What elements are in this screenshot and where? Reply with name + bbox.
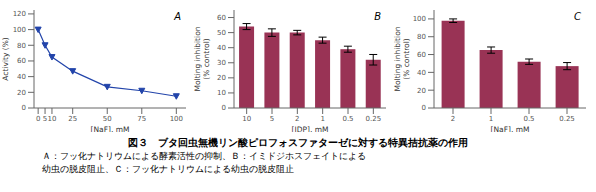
svg-text:10: 10 [242, 115, 251, 123]
svg-text:100: 100 [413, 15, 426, 23]
svg-text:80: 80 [17, 42, 26, 50]
svg-text:Activity (%): Activity (%) [8, 37, 10, 80]
svg-text:75: 75 [137, 115, 146, 123]
svg-text:120: 120 [13, 10, 26, 18]
svg-text:Molting inhibition(% control): Molting inhibition(% control) [393, 26, 411, 91]
svg-text:0.25: 0.25 [366, 115, 382, 123]
svg-text:60: 60 [417, 51, 426, 59]
svg-text:0.5: 0.5 [523, 115, 534, 123]
svg-text:0.25: 0.25 [559, 115, 575, 123]
svg-text:[IDP], mM: [IDP], mM [292, 125, 329, 132]
svg-text:0: 0 [222, 104, 226, 112]
svg-text:[NaF], mM: [NaF], mM [91, 125, 130, 132]
svg-text:20: 20 [217, 74, 226, 82]
svg-text:0: 0 [22, 104, 26, 112]
svg-text:50: 50 [103, 115, 112, 123]
svg-text:[NaF], mM: [NaF], mM [491, 125, 530, 132]
svg-text:1: 1 [489, 115, 493, 123]
html-text:Ａ：フッ化ナトリウムによる酵素活性の抑制、Ｂ：イミドジホスフ: Ａ：フッ化ナトリウムによる酵素活性の抑制、Ｂ：イミドジホスフェイトによる [42, 151, 366, 161]
svg-text:20: 20 [17, 89, 26, 97]
html-text:A: A [174, 11, 181, 22]
svg-text:80: 80 [417, 33, 426, 41]
svg-text:60: 60 [17, 57, 26, 65]
svg-text:25: 25 [68, 115, 77, 123]
svg-text:5: 5 [270, 115, 274, 123]
svg-text:0: 0 [36, 115, 40, 123]
svg-text:5: 5 [42, 115, 48, 123]
svg-text:2: 2 [295, 115, 299, 123]
svg-text:10: 10 [48, 115, 57, 123]
svg-text:40: 40 [417, 69, 426, 77]
svg-text:100: 100 [13, 26, 26, 34]
svg-text:40: 40 [17, 73, 26, 81]
svg-text:2: 2 [451, 115, 455, 123]
svg-text:1: 1 [320, 115, 324, 123]
svg-text:20: 20 [417, 87, 426, 95]
svg-text:0.5: 0.5 [342, 115, 353, 123]
svg-text:50: 50 [217, 29, 226, 37]
html-text:B: B [374, 11, 381, 22]
html-text:幼虫の脱皮阻止、Ｃ：フッ化ナトリウムによる幼虫の脱皮阻止: 幼虫の脱皮阻止、Ｃ：フッ化ナトリウムによる幼虫の脱皮阻止 [42, 164, 294, 174]
html-text:C: C [574, 11, 581, 22]
svg-text:10: 10 [217, 89, 226, 97]
svg-text:100: 100 [170, 115, 183, 123]
svg-text:40: 40 [217, 44, 226, 52]
svg-text:30: 30 [217, 59, 226, 67]
html-text:図３ ブタ回虫無機リン酸ピロフォスファターゼに対する特異拮抗: 図３ ブタ回虫無機リン酸ピロフォスファターゼに対する特異拮抗薬の作用 [128, 137, 468, 148]
svg-text:Molting inhibition(% control): Molting inhibition(% control) [193, 26, 211, 91]
svg-text:0: 0 [422, 104, 426, 112]
svg-text:60: 60 [217, 14, 226, 22]
